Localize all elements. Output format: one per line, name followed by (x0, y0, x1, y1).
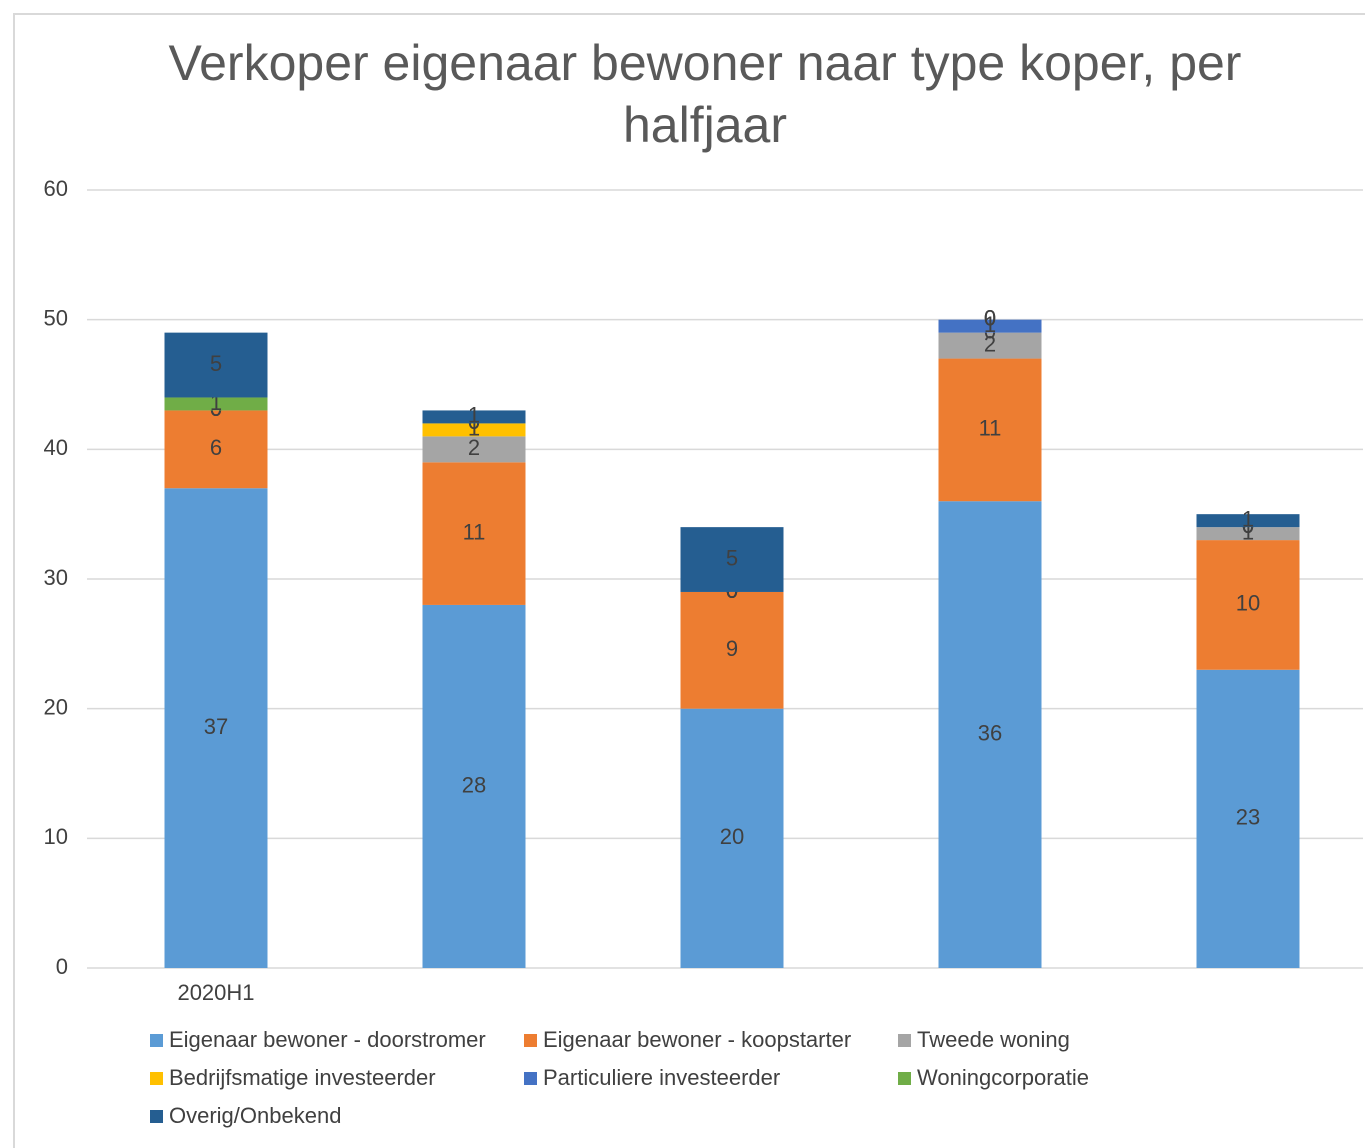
data-label: 36 (978, 720, 1002, 745)
y-tick-label: 50 (44, 305, 68, 330)
legend-label: Eigenaar bewoner - doorstromer (169, 1027, 486, 1052)
bar-segment (422, 462, 526, 605)
y-tick-label: 40 (44, 435, 68, 460)
bar-segment (164, 397, 268, 411)
chart-title: Verkoper eigenaar bewoner naar type kope… (168, 35, 1242, 153)
bar-segment (164, 410, 268, 489)
legend-swatch (150, 1110, 163, 1123)
bar-segment (938, 332, 1042, 359)
data-label: 1 (1242, 506, 1254, 531)
data-label: 2 (468, 435, 480, 460)
data-label: 10 (1236, 591, 1260, 616)
bar-segment (164, 332, 268, 398)
bar-segment (938, 358, 1042, 502)
bar-segment (422, 423, 526, 437)
data-label: 1 (984, 312, 996, 337)
data-label: 20 (720, 824, 744, 849)
legend-label: Overig/Onbekend (169, 1103, 341, 1128)
data-label: 5 (210, 351, 222, 376)
bar-segment (1196, 669, 1300, 968)
legend-swatch (524, 1072, 537, 1085)
data-label: 0 (984, 305, 996, 330)
bar-segment (1196, 540, 1300, 670)
legend-label: Woningcorporatie (917, 1065, 1089, 1090)
data-label: 23 (1236, 805, 1260, 830)
bar-segment (938, 319, 1042, 333)
legend-swatch (898, 1072, 911, 1085)
y-tick-label: 20 (44, 694, 68, 719)
chart-frame (13, 13, 1365, 1148)
legend-swatch (150, 1072, 163, 1085)
data-label: 2 (984, 331, 996, 356)
data-label: 1 (468, 403, 480, 428)
data-label: 28 (462, 772, 486, 797)
bar-segment (680, 527, 784, 592)
legend-swatch (524, 1034, 537, 1047)
bar-segment (422, 604, 526, 968)
legend-swatch (898, 1034, 911, 1047)
data-label: 11 (463, 519, 486, 544)
bar-segment (680, 708, 784, 968)
data-label: 6 (210, 435, 222, 460)
data-label: 37 (204, 714, 228, 739)
legend-swatch (150, 1034, 163, 1047)
data-label: 0 (984, 305, 996, 330)
bar-segment (1196, 514, 1300, 528)
x-tick-label: 2020H1 (177, 980, 254, 1005)
bar-segment (938, 501, 1042, 968)
y-tick-label: 30 (44, 565, 68, 590)
bar-segment (422, 410, 526, 424)
y-tick-label: 60 (44, 176, 68, 201)
y-tick-label: 0 (56, 954, 68, 979)
data-label: 9 (726, 636, 738, 661)
bar-segment (1196, 527, 1300, 541)
bar-segment (164, 488, 268, 968)
legend-label: Particuliere investeerder (543, 1065, 780, 1090)
bar-segment (680, 591, 784, 709)
data-label: 11 (979, 416, 1002, 441)
y-tick-label: 10 (44, 824, 68, 849)
bar-segment (422, 436, 526, 463)
data-label: 5 (726, 545, 738, 570)
legend-label: Bedrijfsmatige investeerder (169, 1065, 436, 1090)
legend-label: Tweede woning (917, 1027, 1070, 1052)
legend-label: Eigenaar bewoner - koopstarter (543, 1027, 851, 1052)
